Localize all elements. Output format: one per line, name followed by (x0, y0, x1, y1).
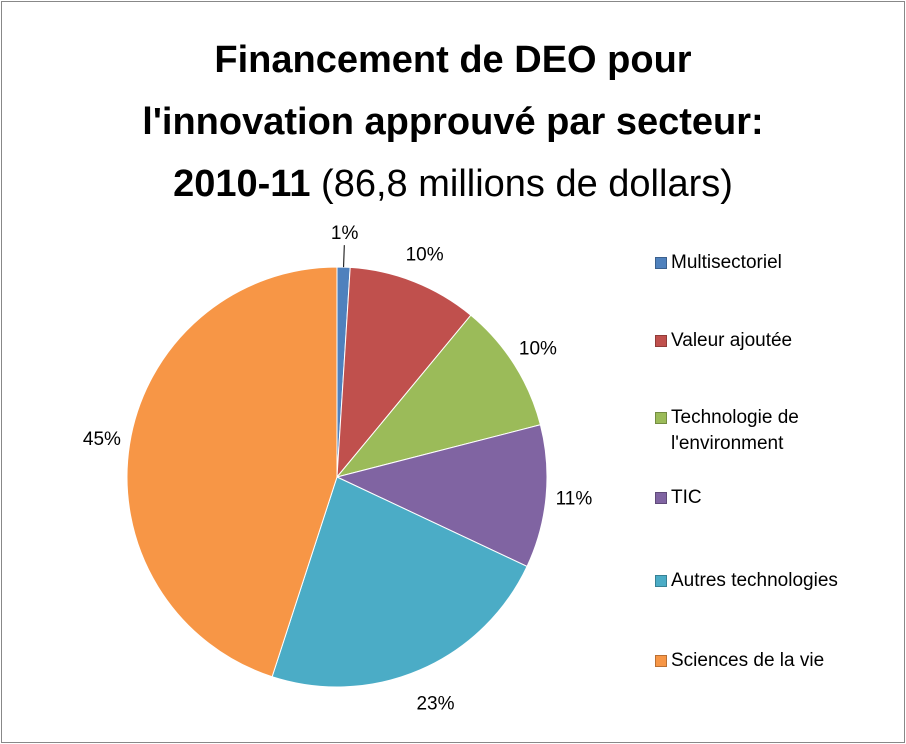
legend-item: Valeur ajoutée (655, 328, 895, 354)
data-label: 10% (519, 338, 557, 359)
pie-slice (336, 266, 472, 479)
legend-swatch (655, 335, 667, 347)
pie-slice (335, 424, 548, 568)
legend-item: Autres technologies (655, 568, 895, 594)
legend-swatch (655, 575, 667, 587)
legend-item: Sciences de la vie (655, 648, 895, 674)
pie-slice (271, 476, 528, 688)
legend-label: TIC (671, 487, 702, 508)
data-label: 23% (416, 694, 454, 715)
legend-swatch (655, 412, 667, 424)
chart-title: l'innovation approuvé par secteur: (142, 101, 763, 143)
legend-item: Multisectoriel (655, 250, 895, 276)
data-label: 10% (406, 245, 444, 266)
legend-item: TIC (655, 485, 895, 511)
legend-label: Autres technologies (671, 570, 838, 591)
legend-swatch (655, 655, 667, 667)
chart-title: 2010-11 (173, 163, 310, 205)
data-label: 11% (556, 488, 593, 509)
legend-swatch (655, 257, 667, 269)
chart-title: Financement de DEO pour (214, 39, 691, 81)
data-label: 45% (83, 429, 121, 450)
chart-subtitle: (86,8 millions de dollars) (321, 163, 733, 205)
legend-label: Technologie de l'environment (671, 407, 799, 454)
legend-item: Technologie de l'environment (655, 405, 895, 457)
pie-slice (126, 266, 338, 678)
leader-line (343, 245, 345, 268)
chart-title-line: 2010-11 (86,8 millions de dollars) (173, 163, 733, 205)
legend-label: Valeur ajoutée (671, 330, 793, 351)
legend-label: Multisectoriel (671, 252, 782, 273)
data-label: 1% (331, 223, 359, 244)
pie-slice (335, 314, 542, 478)
legend-label: Sciences de la vie (671, 650, 825, 671)
legend-swatch (655, 492, 667, 504)
